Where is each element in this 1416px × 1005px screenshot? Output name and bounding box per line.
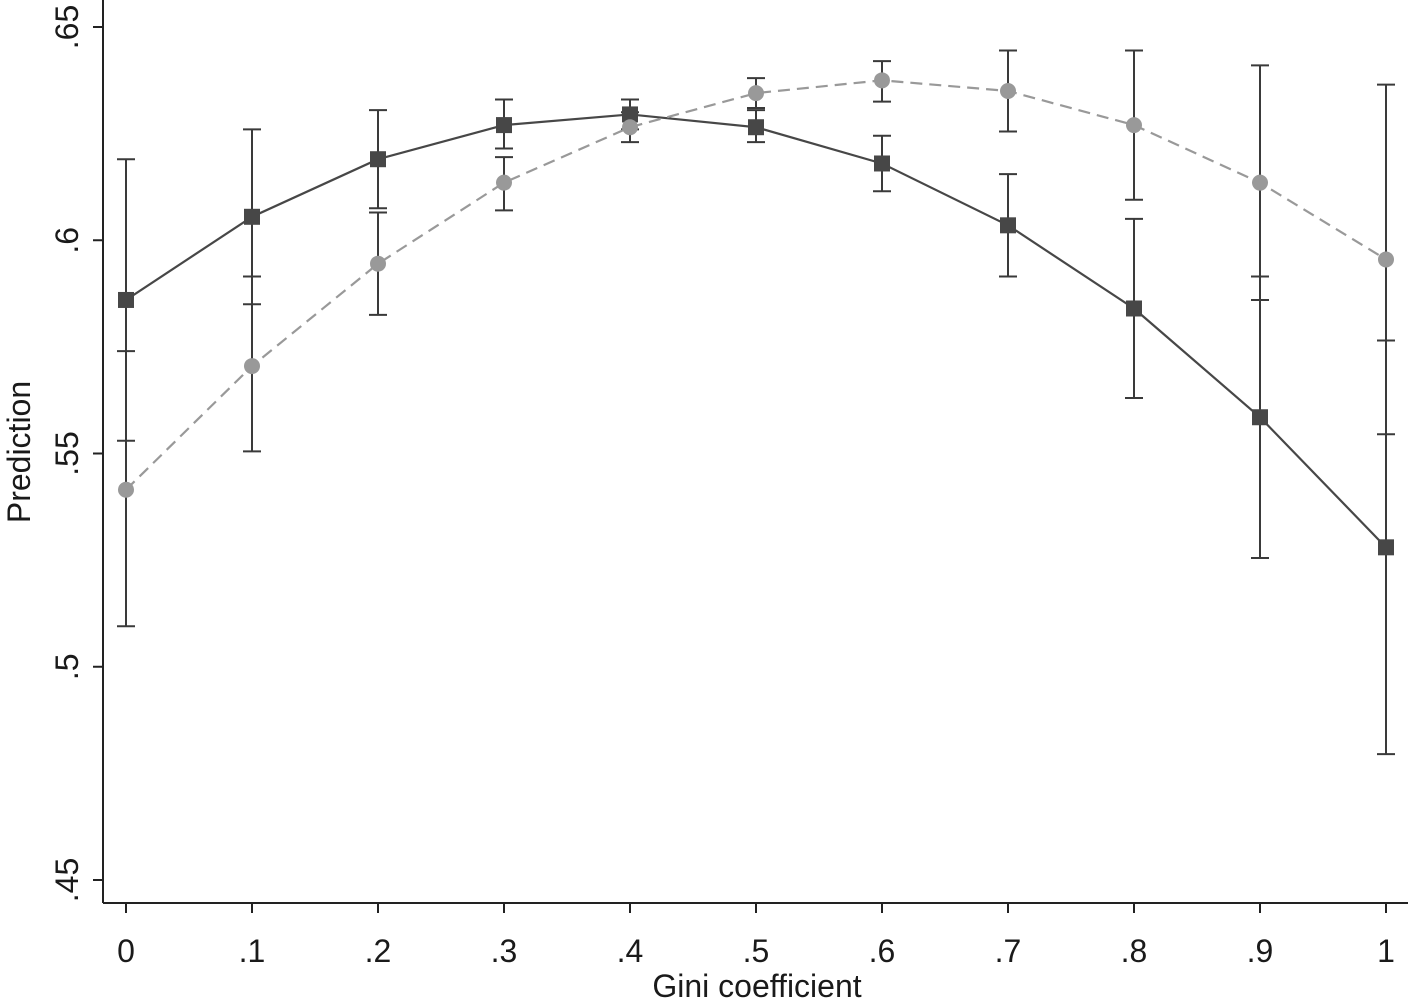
data-point xyxy=(244,208,260,225)
data-point xyxy=(748,85,764,102)
y-tick-label: .5 xyxy=(49,653,85,680)
data-point xyxy=(496,117,512,134)
x-tick-label: 0 xyxy=(117,933,135,969)
x-tick-label: .2 xyxy=(365,933,392,969)
plot-area xyxy=(117,49,1395,756)
series-line xyxy=(125,113,1387,549)
y-tick-label: .65 xyxy=(49,5,85,49)
data-point xyxy=(1126,117,1142,134)
x-tick-label: .1 xyxy=(239,933,266,969)
data-point xyxy=(370,255,386,272)
data-point xyxy=(1252,409,1268,426)
data-point xyxy=(118,481,134,498)
y-tick-label: .6 xyxy=(49,227,85,254)
series-2-markers xyxy=(118,72,1394,498)
x-tick-label: .7 xyxy=(995,933,1022,969)
data-point xyxy=(874,72,890,89)
x-tick-label: .4 xyxy=(617,933,644,969)
y-axis-title: Prediction xyxy=(1,381,37,523)
x-tick-label: .9 xyxy=(1247,933,1274,969)
series-1 xyxy=(117,98,1395,756)
data-point xyxy=(1000,217,1016,234)
data-point xyxy=(1378,539,1394,556)
data-point xyxy=(1378,251,1394,268)
x-axis-title: Gini coefficient xyxy=(652,968,861,1004)
data-point xyxy=(118,291,134,308)
x-tick-label: 1 xyxy=(1377,933,1395,969)
x-tick-label: .8 xyxy=(1121,933,1148,969)
data-point xyxy=(244,358,260,375)
y-tick-label: .45 xyxy=(49,858,85,902)
data-point xyxy=(622,119,638,136)
x-tick-label: .5 xyxy=(743,933,770,969)
data-point xyxy=(1000,82,1016,99)
series-1-markers xyxy=(118,106,1394,556)
data-point xyxy=(1126,300,1142,317)
series-line xyxy=(125,79,1387,491)
x-tick-label: .6 xyxy=(869,933,896,969)
data-point xyxy=(748,119,764,136)
data-point xyxy=(496,174,512,191)
data-point xyxy=(874,155,890,172)
data-point xyxy=(622,106,638,123)
data-point xyxy=(370,151,386,168)
data-point xyxy=(1252,174,1268,191)
x-tick-label: .3 xyxy=(491,933,518,969)
y-tick-label: .55 xyxy=(49,431,85,475)
